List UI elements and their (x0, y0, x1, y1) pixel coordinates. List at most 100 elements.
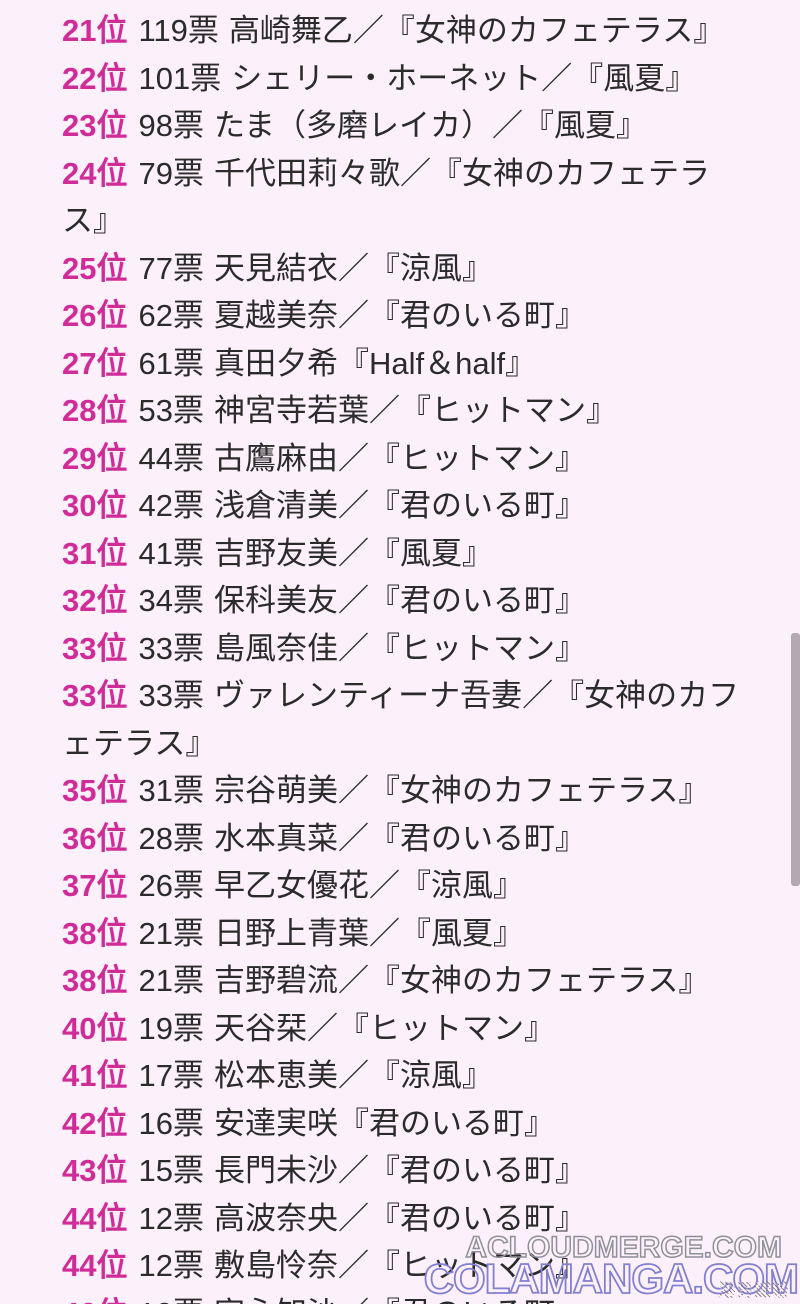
vote-count: 12票 (138, 1200, 204, 1236)
character-and-title: 高波奈央／『君のいる町』 (213, 1200, 586, 1236)
ranking-row: 33位 33票 島風奈佳／『ヒットマン』 (62, 625, 740, 673)
ranking-row: 22位 101票 シェリー・ホーネット／『風夏』 (62, 55, 740, 103)
vote-count: 28票 (138, 820, 204, 856)
character-and-title: 神宮寺若葉／『ヒットマン』 (213, 393, 617, 428)
rank-label: 28位 (62, 393, 128, 428)
ranking-row: 44位 12票 高波奈央／『君のいる町』 (62, 1195, 740, 1243)
vote-count: 21票 (138, 963, 204, 998)
vote-count: 79票 (138, 155, 204, 191)
character-and-title: 敷島怜奈／『ヒットマン』 (213, 1248, 586, 1283)
rank-label: 41位 (62, 1058, 128, 1093)
vote-count: 98票 (138, 108, 204, 143)
rank-label: 25位 (62, 250, 128, 286)
vote-count: 62票 (138, 298, 204, 333)
character-and-title: 浅倉清美／『君のいる町』 (213, 488, 586, 523)
rank-label: 38位 (62, 963, 128, 998)
ranking-row: 26位 62票 夏越美奈／『君のいる町』 (62, 292, 740, 340)
vote-count: 31票 (138, 773, 204, 808)
ranking-list: 21位 119票 高崎舞乙／『女神のカフェテラス』 22位 101票 シェリー・ホーネッ… (62, 7, 740, 1304)
rank-label: 44位 (62, 1200, 128, 1236)
vote-count: 77票 (138, 250, 204, 286)
rank-label: 37位 (62, 868, 128, 903)
character-and-title: たま（多磨レイカ）／『風夏』 (213, 108, 648, 143)
ranking-row: 44位 12票 敷島怜奈／『ヒットマン』 (62, 1242, 740, 1290)
rank-label: 31位 (62, 535, 128, 571)
ranking-row: 40位 19票 天谷栞／『ヒットマン』 (62, 1005, 740, 1053)
character-and-title: 長門未沙／『君のいる町』 (213, 1153, 586, 1188)
character-and-title: 宮永知沙／『君のいる町』 (214, 1296, 586, 1304)
vote-count: 119票 (138, 13, 219, 48)
ranking-row: 24位 79票 千代田莉々歌／『女神のカフェテラス』 (62, 150, 740, 245)
ranking-row: 46位 10票 宮永知沙／『君のいる町』 (62, 1290, 740, 1304)
vote-count: 42票 (138, 488, 204, 523)
rank-label: 24位 (62, 155, 128, 191)
rank-label: 32位 (62, 583, 128, 618)
ranking-row: 37位 26票 早乙女優花／『涼風』 (62, 862, 740, 910)
character-and-title: ヴァレンティーナ吾妻／『女神のカフェテラス』 (62, 678, 740, 761)
character-and-title: 高崎舞乙／『女神のカフェテラス』 (228, 13, 725, 48)
character-and-title: 吉野碧流／『女神のカフェテラス』 (213, 963, 710, 998)
rank-label: 33位 (62, 678, 128, 713)
character-and-title: 保科美友／『君のいる町』 (213, 583, 586, 618)
character-and-title: 安達実咲『君のいる町』 (213, 1105, 555, 1141)
ranking-row: 29位 44票 古鷹麻由／『ヒットマン』 (62, 435, 740, 483)
rank-label: 33位 (62, 630, 128, 666)
vote-count: 41票 (138, 535, 204, 571)
rank-label: 35位 (62, 773, 128, 808)
rank-label: 30位 (62, 488, 128, 523)
character-and-title: 日野上青葉／『風夏』 (213, 915, 524, 951)
vote-count: 34票 (138, 583, 204, 618)
vote-count: 44票 (138, 440, 204, 476)
character-and-title: 早乙女優花／『涼風』 (213, 868, 524, 903)
vote-count: 101票 (138, 60, 222, 96)
character-and-title: 天見結衣／『涼風』 (213, 250, 493, 286)
character-and-title: 天谷栞／『ヒットマン』 (213, 1010, 555, 1046)
vote-count: 33票 (138, 678, 204, 713)
vote-count: 21票 (138, 915, 204, 951)
rank-label: 42位 (62, 1105, 128, 1141)
vote-count: 61票 (138, 345, 204, 381)
ranking-row: 41位 17票 松本恵美／『涼風』 (62, 1052, 740, 1100)
rank-label: 40位 (62, 1010, 128, 1046)
vote-count: 12票 (138, 1248, 204, 1283)
vote-count: 26票 (138, 868, 204, 903)
character-and-title: 千代田莉々歌／『女神のカフェテラス』 (62, 155, 710, 239)
ranking-row: 38位 21票 吉野碧流／『女神のカフェテラス』 (62, 957, 740, 1005)
rank-label: 27位 (62, 345, 128, 381)
character-and-title: 吉野友美／『風夏』 (213, 535, 493, 571)
character-and-title: 夏越美奈／『君のいる町』 (213, 298, 586, 333)
ranking-row: 38位 21票 日野上青葉／『風夏』 (62, 910, 740, 958)
character-and-title: 島風奈佳／『ヒットマン』 (213, 630, 586, 666)
ranking-row: 42位 16票 安達実咲『君のいる町』 (62, 1100, 740, 1148)
ranking-row: 31位 41票 吉野友美／『風夏』 (62, 530, 740, 578)
character-and-title: シェリー・ホーネット／『風夏』 (231, 60, 697, 96)
vote-count: 15票 (138, 1153, 204, 1188)
rank-label: 26位 (62, 298, 128, 333)
rank-label: 22位 (62, 60, 128, 96)
ranking-row: 43位 15票 長門未沙／『君のいる町』 (62, 1147, 740, 1195)
vote-count: 19票 (138, 1010, 204, 1046)
scrollbar-thumb[interactable] (791, 633, 800, 886)
character-and-title: 松本恵美／『涼風』 (213, 1058, 493, 1093)
ranking-row: 27位 61票 真田夕希『Half＆half』 (62, 340, 740, 388)
rank-label: 46位 (62, 1296, 127, 1304)
ranking-row: 33位 33票 ヴァレンティーナ吾妻／『女神のカフェテラス』 (62, 672, 740, 767)
ranking-row: 23位 98票 たま（多磨レイカ）／『風夏』 (62, 102, 740, 150)
rank-label: 23位 (62, 108, 128, 143)
rank-label: 43位 (62, 1153, 128, 1188)
vote-count: 33票 (138, 630, 204, 666)
ranking-row: 32位 34票 保科美友／『君のいる町』 (62, 577, 740, 625)
ranking-row: 21位 119票 高崎舞乙／『女神のカフェテラス』 (62, 7, 740, 55)
ranking-row: 36位 28票 水本真菜／『君のいる町』 (62, 815, 740, 863)
ranking-row: 35位 31票 宗谷萌美／『女神のカフェテラス』 (62, 767, 740, 815)
vote-count: 16票 (138, 1105, 204, 1141)
ranking-row: 28位 53票 神宮寺若葉／『ヒットマン』 (62, 387, 740, 435)
vote-count: 53票 (138, 393, 204, 428)
ranking-row: 30位 42票 浅倉清美／『君のいる町』 (62, 482, 740, 530)
ranking-row: 25位 77票 天見結衣／『涼風』 (62, 245, 740, 293)
character-and-title: 水本真菜／『君のいる町』 (213, 820, 586, 856)
vote-count: 10票 (138, 1296, 203, 1304)
character-and-title: 宗谷萌美／『女神のカフェテラス』 (213, 773, 710, 808)
character-and-title: 古鷹麻由／『ヒットマン』 (213, 440, 586, 476)
